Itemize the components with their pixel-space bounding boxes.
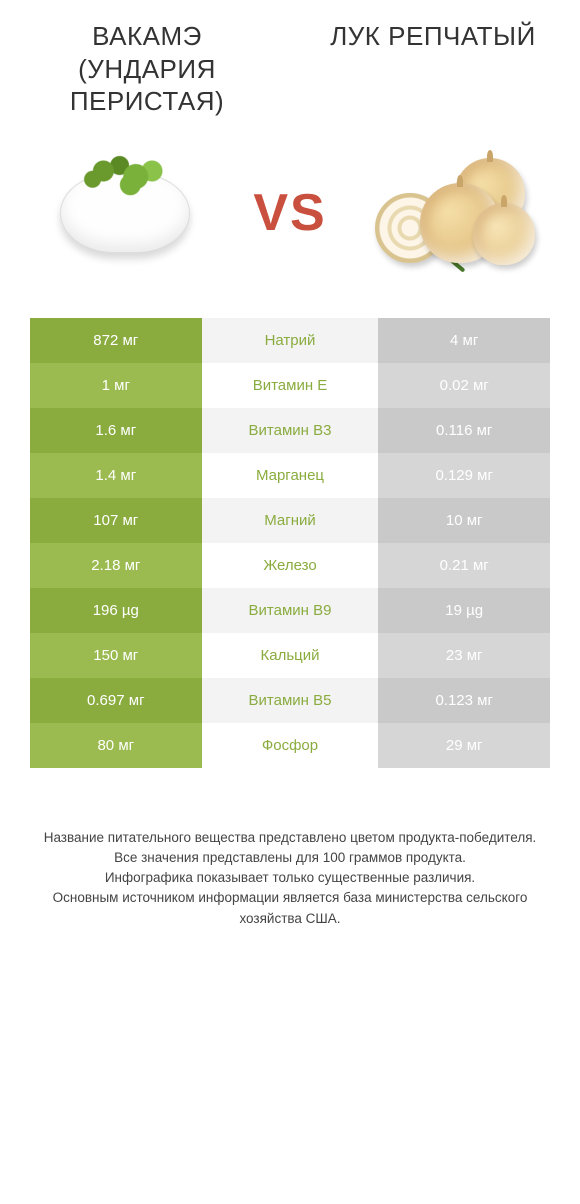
- right-value-cell: 0.02 мг: [378, 363, 550, 408]
- table-row: 1.6 мгВитамин B30.116 мг: [30, 408, 550, 453]
- right-value-cell: 23 мг: [378, 633, 550, 678]
- table-row: 150 мгКальций23 мг: [30, 633, 550, 678]
- left-value-cell: 80 мг: [30, 723, 202, 768]
- table-row: 1 мгВитамин E0.02 мг: [30, 363, 550, 408]
- right-value-cell: 0.21 мг: [378, 543, 550, 588]
- nutrient-name-cell: Магний: [202, 498, 379, 543]
- infographic-container: ВАКАМЭ (УНДАРИЯ ПЕРИСТАЯ) ЛУК РЕПЧАТЫЙ V…: [0, 0, 580, 949]
- table-row: 872 мгНатрий4 мг: [30, 318, 550, 363]
- right-value-cell: 0.123 мг: [378, 678, 550, 723]
- table-row: 107 мгМагний10 мг: [30, 498, 550, 543]
- right-value-cell: 19 µg: [378, 588, 550, 633]
- footer-notes: Название питательного вещества представл…: [30, 828, 550, 929]
- left-value-cell: 2.18 мг: [30, 543, 202, 588]
- onion-icon: [473, 203, 535, 265]
- right-value-cell: 4 мг: [378, 318, 550, 363]
- nutrient-name-cell: Витамин B3: [202, 408, 379, 453]
- left-value-cell: 1.4 мг: [30, 453, 202, 498]
- images-row: VS: [30, 148, 550, 278]
- comparison-table: 872 мгНатрий4 мг1 мгВитамин E0.02 мг1.6 …: [30, 318, 550, 768]
- nutrient-name-cell: Витамин B5: [202, 678, 379, 723]
- right-value-cell: 29 мг: [378, 723, 550, 768]
- footer-line: Основным источником информации является …: [40, 888, 540, 929]
- right-product-image: [370, 148, 540, 278]
- right-product-title: ЛУК РЕПЧАТЫЙ: [316, 20, 550, 118]
- left-value-cell: 872 мг: [30, 318, 202, 363]
- table-row: 1.4 мгМарганец0.129 мг: [30, 453, 550, 498]
- left-value-cell: 196 µg: [30, 588, 202, 633]
- left-product-image: [40, 148, 210, 278]
- titles-row: ВАКАМЭ (УНДАРИЯ ПЕРИСТАЯ) ЛУК РЕПЧАТЫЙ: [30, 20, 550, 118]
- left-value-cell: 1 мг: [30, 363, 202, 408]
- left-product-title: ВАКАМЭ (УНДАРИЯ ПЕРИСТАЯ): [30, 20, 264, 118]
- onions-icon: [375, 148, 535, 278]
- table-row: 0.697 мгВитамин B50.123 мг: [30, 678, 550, 723]
- table-row: 2.18 мгЖелезо0.21 мг: [30, 543, 550, 588]
- footer-line: Все значения представлены для 100 граммо…: [40, 848, 540, 868]
- right-value-cell: 10 мг: [378, 498, 550, 543]
- vs-label: VS: [253, 183, 326, 243]
- right-value-cell: 0.116 мг: [378, 408, 550, 453]
- left-value-cell: 150 мг: [30, 633, 202, 678]
- nutrient-name-cell: Фосфор: [202, 723, 379, 768]
- right-value-cell: 0.129 мг: [378, 453, 550, 498]
- nutrient-name-cell: Натрий: [202, 318, 379, 363]
- left-value-cell: 0.697 мг: [30, 678, 202, 723]
- left-value-cell: 107 мг: [30, 498, 202, 543]
- nutrient-name-cell: Витамин E: [202, 363, 379, 408]
- bowl-icon: [60, 173, 190, 253]
- footer-line: Инфографика показывает только существенн…: [40, 868, 540, 888]
- left-value-cell: 1.6 мг: [30, 408, 202, 453]
- table-row: 80 мгФосфор29 мг: [30, 723, 550, 768]
- nutrient-name-cell: Кальций: [202, 633, 379, 678]
- footer-line: Название питательного вещества представл…: [40, 828, 540, 848]
- nutrient-name-cell: Витамин B9: [202, 588, 379, 633]
- nutrient-name-cell: Марганец: [202, 453, 379, 498]
- seaweed-icon: [71, 149, 179, 204]
- nutrient-name-cell: Железо: [202, 543, 379, 588]
- table-row: 196 µgВитамин B919 µg: [30, 588, 550, 633]
